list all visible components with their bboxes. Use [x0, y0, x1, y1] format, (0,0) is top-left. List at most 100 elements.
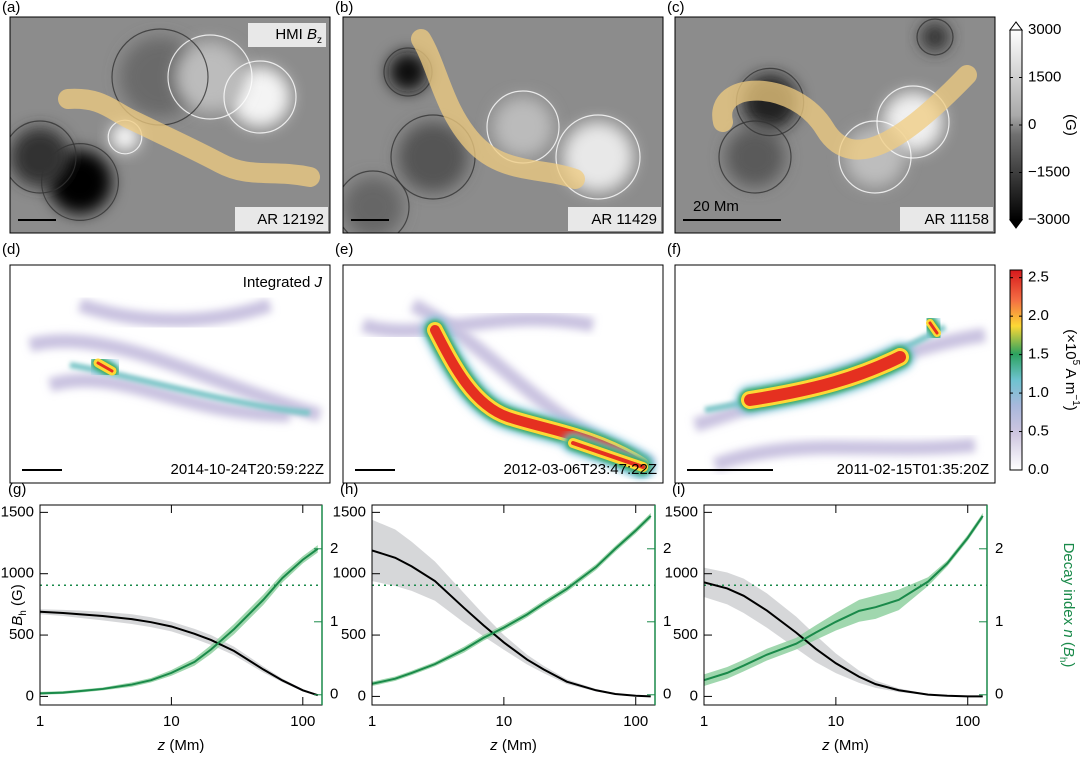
x-axis-label: z (Mm) — [157, 737, 205, 754]
x-axis-label: z (Mm) — [821, 737, 869, 754]
flux-blob — [175, 42, 245, 112]
contour — [838, 120, 912, 194]
contour — [555, 114, 641, 200]
map-background — [10, 265, 330, 483]
label-box — [248, 23, 326, 47]
magnetogram — [343, 17, 663, 233]
panel-label: (d) — [2, 241, 20, 258]
y2-tick-label: 2 — [995, 540, 1003, 557]
current-map — [675, 265, 995, 483]
text-piece: z — [489, 737, 498, 754]
frame — [9, 264, 331, 484]
region-label: AR 11429 — [591, 211, 657, 228]
y-tick-label: 0 — [690, 687, 698, 704]
y-tick-label: 0 — [358, 687, 366, 704]
line — [40, 547, 319, 695]
text-piece: B — [1060, 647, 1077, 657]
frame — [674, 16, 996, 234]
current-core — [928, 321, 939, 335]
plot-area — [40, 545, 322, 697]
text-piece: h — [1057, 657, 1068, 663]
text-piece: (G) — [9, 584, 26, 610]
colorbar-tick-label: 0.5 — [1028, 423, 1049, 440]
text-piece: Integrated — [243, 274, 315, 291]
y2-tick-label: 0 — [330, 686, 338, 703]
contour — [40, 143, 120, 222]
current-wisp — [28, 334, 322, 422]
text-piece: ) — [1060, 662, 1077, 667]
y2-tick-label: 1 — [663, 613, 671, 630]
x-tick-label: 10 — [163, 713, 180, 730]
text-piece: B — [9, 616, 26, 626]
current-map — [10, 265, 330, 483]
panel-label: (a) — [2, 0, 20, 16]
flux-blob — [230, 67, 290, 127]
line — [40, 610, 319, 697]
y2-tick-label: 1 — [330, 613, 338, 630]
text-piece: J — [314, 274, 323, 291]
error-band — [704, 567, 983, 697]
y-tick-label: 500 — [341, 626, 366, 643]
text-piece: (G) — [1062, 114, 1079, 136]
x-tick-label: 10 — [828, 713, 845, 730]
y2-tick-label: 1 — [995, 613, 1003, 630]
panel-label: (g) — [8, 481, 26, 498]
x-tick-label: 1 — [700, 713, 708, 730]
line — [372, 515, 652, 685]
colorbar-label: (G) — [1062, 114, 1079, 136]
current-core — [744, 351, 906, 406]
flux-rope — [411, 29, 585, 189]
text-piece: HMI — [275, 26, 307, 43]
text-piece: −1 — [1070, 394, 1081, 406]
y-axis-label: Bh (G) — [9, 584, 29, 625]
x-axis-label: z (Mm) — [489, 737, 537, 754]
plot-area — [704, 513, 987, 698]
panel-label: (c) — [667, 0, 685, 16]
contour — [718, 120, 792, 194]
label-box — [900, 207, 993, 231]
timestamp: 2012-03-06T23:47:22Z — [504, 461, 657, 478]
plot-area — [372, 513, 655, 698]
current-wisp — [360, 312, 595, 338]
flux-blob — [725, 127, 785, 187]
timestamp: 2011-02-15T01:35:20Z — [837, 461, 989, 478]
text-piece: Decay index — [1060, 543, 1077, 630]
y-tick-label: 1500 — [1, 503, 34, 520]
contour — [223, 60, 297, 134]
annotation: HMI Bz — [275, 26, 322, 46]
current-map — [343, 265, 663, 483]
contour — [876, 85, 950, 159]
colorbar-tick-label: 1.5 — [1028, 346, 1049, 363]
x-tick-label: 100 — [623, 713, 648, 730]
flux-blob — [343, 177, 403, 233]
current-wisp — [77, 298, 273, 327]
timestamp: 2014-10-24T20:59:22Z — [171, 461, 324, 478]
panel-label: (h) — [340, 481, 358, 498]
text-piece: ( — [1060, 638, 1077, 647]
flux-blob — [493, 97, 553, 157]
flux-blob — [388, 52, 428, 92]
label-box — [235, 207, 328, 231]
line — [704, 515, 984, 682]
text-piece: (×10 — [1062, 329, 1079, 359]
flux-blob — [920, 22, 950, 52]
frame — [9, 16, 331, 234]
colorbar-tick-label: 0.0 — [1028, 461, 1049, 478]
colorbar-arrow — [1009, 219, 1023, 229]
text-piece: h — [18, 610, 29, 616]
text-piece: (Mm) — [830, 737, 869, 754]
flux-blob — [398, 122, 468, 192]
text-piece: 5 — [1070, 360, 1081, 366]
error-band — [372, 513, 651, 687]
colorbar-tick-label: −1500 — [1028, 163, 1070, 180]
annotation: Integrated J — [243, 274, 323, 291]
plot-frame — [371, 504, 656, 706]
text-piece: ) — [1062, 406, 1079, 411]
error-band — [40, 545, 318, 695]
error-band — [372, 519, 651, 697]
text-piece: z — [317, 35, 322, 46]
text-piece: (Mm) — [165, 737, 204, 754]
label-box — [568, 207, 661, 231]
plot-frame — [39, 504, 323, 706]
y-tick-label: 1500 — [665, 503, 698, 520]
